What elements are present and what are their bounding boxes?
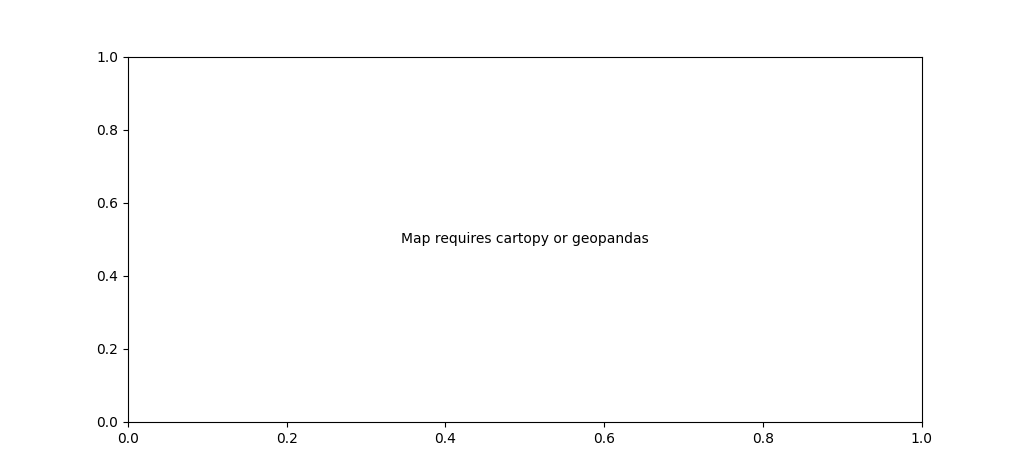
Text: Map requires cartopy or geopandas: Map requires cartopy or geopandas bbox=[401, 232, 648, 246]
